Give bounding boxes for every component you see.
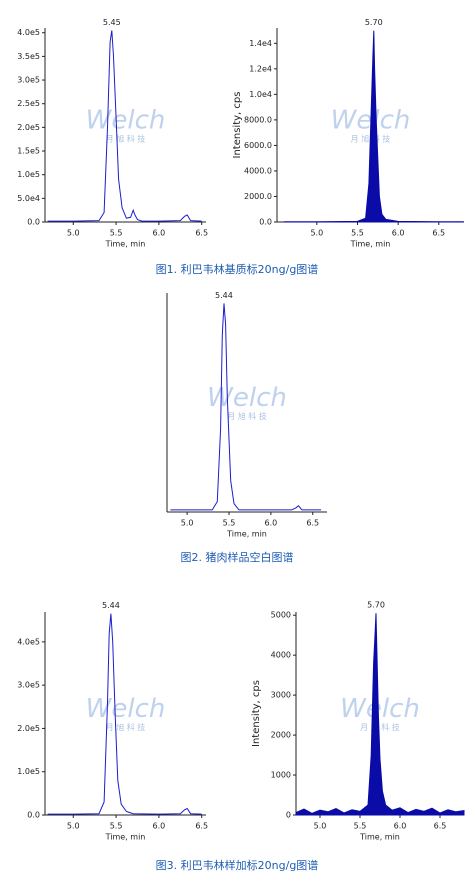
y-tick-label: 0.0: [27, 218, 40, 227]
y-tick-label: 3000: [271, 691, 291, 700]
watermark: Welch: [340, 694, 420, 724]
peak-label: 5.70: [365, 18, 383, 27]
y-tick-label: 0: [286, 811, 291, 820]
y-tick-label: 1.0e5: [17, 170, 40, 179]
y-tick-label: 3.5e5: [17, 52, 40, 61]
x-tick-label: 5.0: [314, 822, 327, 831]
y-tick-label: 1.2e4: [249, 64, 272, 73]
y-tick-label: 6000.0: [244, 141, 272, 150]
x-tick-label: 5.5: [110, 822, 123, 831]
watermark-sub: 月 旭 科 技: [106, 134, 146, 144]
peak-label: 5.44: [102, 601, 120, 610]
x-tick-label: 6.0: [153, 822, 166, 831]
x-axis-label: Time, min: [350, 240, 391, 249]
y-tick-label: 4.0e5: [17, 637, 40, 646]
x-tick-label: 6.5: [195, 822, 208, 831]
watermark: Welch: [207, 383, 287, 413]
y-tick-label: 0.0: [259, 218, 272, 227]
caption: 图3. 利巴韦林样加标20ng/g图谱: [156, 858, 319, 872]
x-tick-label: 6.5: [195, 229, 208, 238]
trace: [47, 613, 202, 815]
caption: 图1. 利巴韦林基质标20ng/g图谱: [156, 262, 319, 276]
x-tick-label: 6.5: [434, 822, 447, 831]
x-tick-label: 5.5: [354, 822, 367, 831]
y-tick-label: 1000: [271, 771, 291, 780]
y-tick-label: 5.0e4: [17, 194, 40, 203]
watermark-sub: 月 旭 科 技: [227, 411, 267, 421]
trace-area: [283, 30, 464, 223]
y-tick-label: 0.0: [27, 811, 40, 820]
y-tick-label: 5000: [271, 611, 291, 620]
watermark-sub: 月 旭 科 技: [360, 722, 400, 732]
x-axis-label: Time, min: [105, 240, 146, 249]
x-tick-label: 5.5: [223, 519, 236, 528]
y-tick-label: 4.0e5: [17, 28, 40, 37]
y-tick-label: 2.0e5: [17, 724, 40, 733]
x-tick-label: 6.5: [306, 519, 319, 528]
x-tick-label: 6.5: [432, 229, 445, 238]
x-tick-label: 5.5: [110, 229, 123, 238]
watermark: Welch: [86, 694, 166, 724]
x-axis-label: Time, min: [226, 530, 267, 539]
peak-label: 5.44: [215, 291, 233, 300]
y-tick-label: 1.0e4: [249, 90, 272, 99]
trace-area: [295, 613, 465, 816]
x-tick-label: 6.0: [153, 229, 166, 238]
x-tick-label: 5.0: [67, 229, 80, 238]
y-tick-label: 4000.0: [244, 166, 272, 175]
watermark: Welch: [86, 106, 166, 136]
y-tick-label: 8000.0: [244, 115, 272, 124]
watermark-sub: 月 旭 科 技: [106, 722, 146, 732]
x-axis-label: Time, min: [105, 833, 146, 842]
y-tick-label: 2000: [271, 731, 291, 740]
y-tick-label: 3.0e5: [17, 76, 40, 85]
y-tick-label: 1.5e5: [17, 147, 40, 156]
peak-label: 5.70: [367, 601, 385, 610]
caption: 图2. 猪肉样品空白图谱: [181, 550, 294, 564]
x-tick-label: 6.0: [394, 822, 407, 831]
y-tick-label: 2.5e5: [17, 99, 40, 108]
trace: [170, 303, 322, 511]
x-tick-label: 5.0: [310, 229, 323, 238]
x-tick-label: 5.0: [67, 822, 80, 831]
y-tick-label: 1.0e5: [17, 767, 40, 776]
x-tick-label: 6.0: [265, 519, 278, 528]
x-tick-label: 5.0: [181, 519, 194, 528]
y-tick-label: 3.0e5: [17, 681, 40, 690]
trace: [47, 30, 202, 222]
peak-label: 5.45: [103, 18, 121, 27]
x-tick-label: 6.0: [392, 229, 405, 238]
x-axis-label: Time, min: [359, 833, 400, 842]
x-tick-label: 5.5: [351, 229, 364, 238]
y-tick-label: 1.4e4: [249, 39, 272, 48]
y-tick-label: 2000.0: [244, 192, 272, 201]
y-tick-label: 2.0e5: [17, 123, 40, 132]
y-axis-label: Intensity, cps: [232, 92, 243, 159]
y-tick-label: 4000: [271, 651, 291, 660]
y-axis-label: Intensity, cps: [251, 680, 262, 747]
